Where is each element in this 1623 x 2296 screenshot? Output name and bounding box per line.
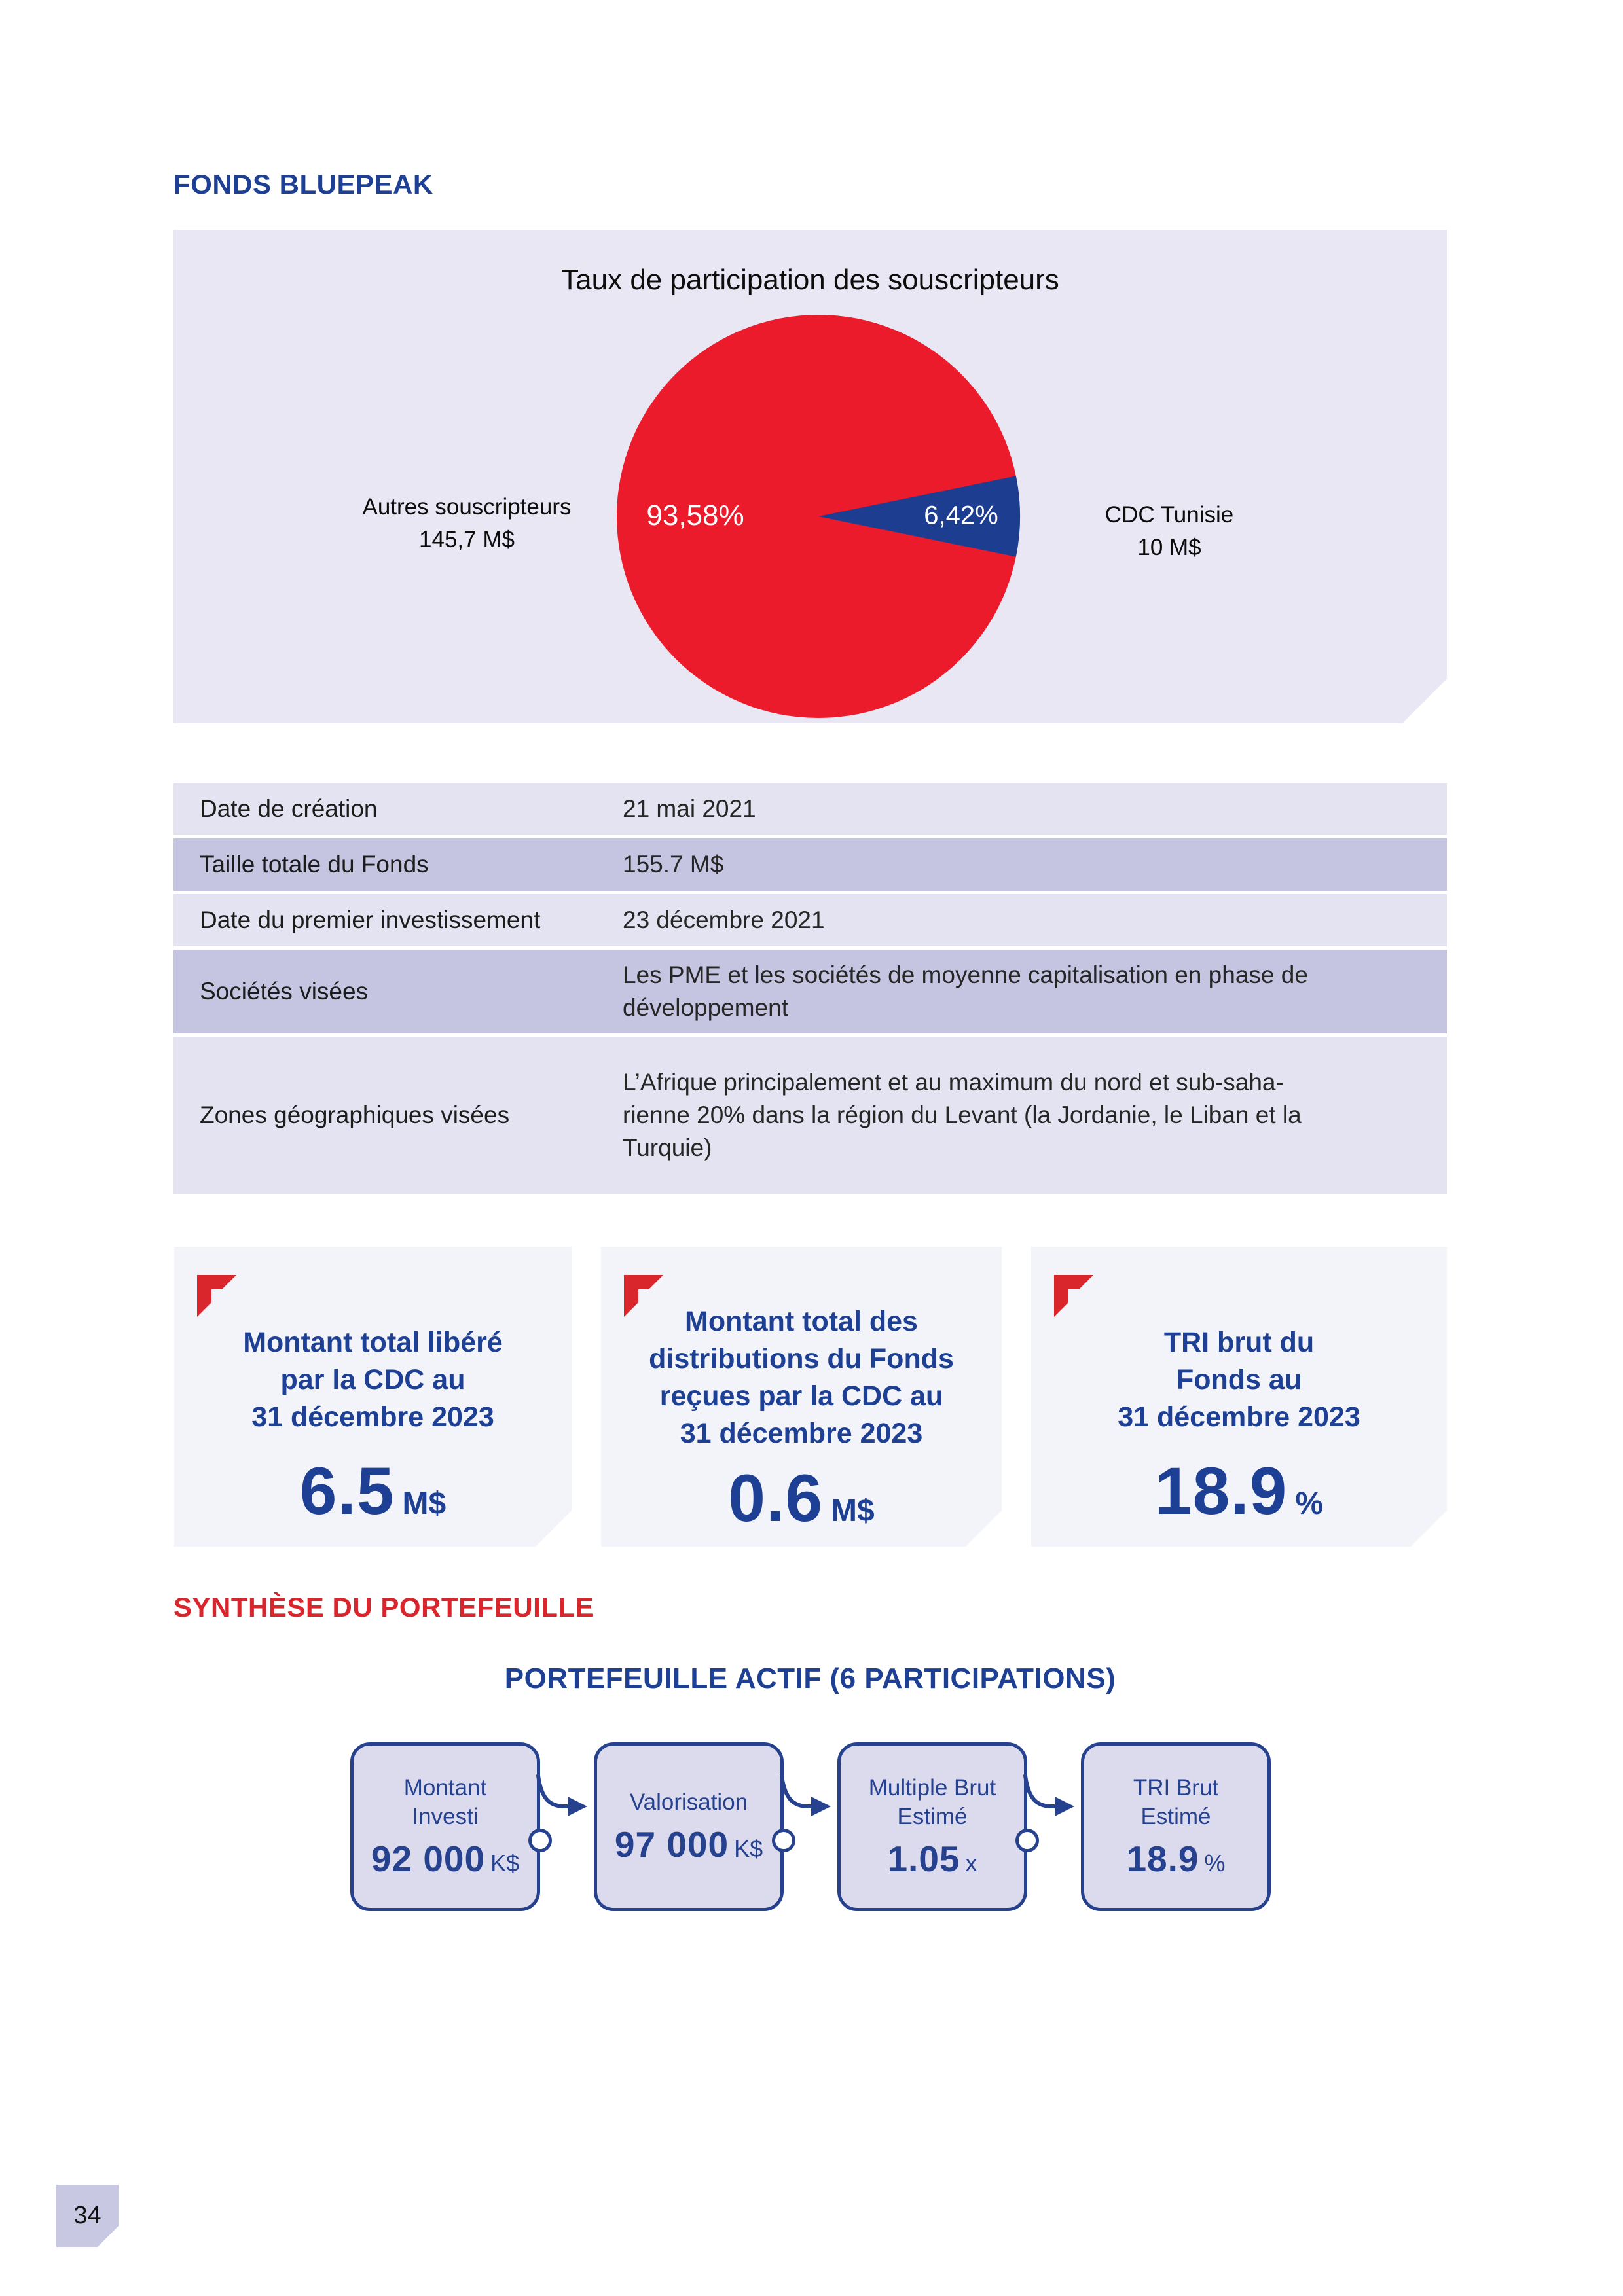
table-row-label: Date de création [200, 795, 378, 822]
flow-box-value: 18.9% [1126, 1839, 1226, 1879]
stat-card-title: Montant total des distributions du Fonds r… [649, 1306, 954, 1449]
flow-box-value: 92 000 K$ [371, 1839, 520, 1879]
pie-label-majority-pct: 93,58% [646, 499, 744, 531]
stat-card-value: 6.5 M$ [299, 1454, 447, 1528]
connector-arrow-icon [780, 1774, 831, 1816]
stat-card: TRI brut du Fonds au 31 décembre 2023 18.9% [1031, 1247, 1447, 1547]
table-row-label: Zones géographiques visées [200, 1102, 510, 1128]
table-row-value: 23 décembre 2021 [623, 906, 825, 933]
flow-box: TRI Brut Estimé 18.9% [1081, 1742, 1271, 1911]
flow-box: Valorisation 97 000 K$ [594, 1742, 784, 1911]
corner-flag-icon [197, 1275, 236, 1317]
stat-card: Montant total des distributions du Fonds r… [601, 1247, 1002, 1547]
table-row-value: 155.7 M$ [623, 851, 724, 878]
page-number-badge: 34 [56, 2185, 119, 2247]
stat-card: Montant total libéré par la CDC au 31 déce… [174, 1247, 572, 1547]
connector-arrow-icon [1023, 1774, 1074, 1816]
flow-box: Montant Investi 92 000 K$ [350, 1742, 540, 1911]
pie-label-minority-pct: 6,42% [924, 501, 998, 530]
stat-card-value: 18.9% [1154, 1454, 1324, 1528]
subscription-chart-panel: Taux de participation des souscripteurs … [173, 230, 1447, 723]
table-row-value: 21 mai 2021 [623, 795, 756, 822]
page-number: 34 [73, 2202, 101, 2229]
table-row-label: Sociétés visées [200, 978, 369, 1005]
connector-node-circle [772, 1829, 795, 1852]
pie-legend-cdc-tunisie: CDC Tunisie 10 M$ [1104, 502, 1234, 560]
stat-card-title: Montant total libéré par la CDC au 31 déce… [243, 1327, 503, 1433]
flow-box: Multiple Brut Estimé 1.05 x [837, 1742, 1027, 1911]
flow-box-label: TRI Brut Estimé [1133, 1775, 1219, 1829]
flow-box-value: 1.05 x [887, 1839, 977, 1879]
connector-arrow-icon [536, 1774, 587, 1816]
table-row-label: Date du premier investissement [200, 906, 541, 933]
table-row-value: Les PME et les sociétés de moyenne capit… [623, 961, 1308, 1021]
table-row-label: Taille totale du Fonds [200, 851, 429, 878]
connector-node-circle [528, 1829, 552, 1852]
pie-legend-autres-souscripteurs: Autres souscripteurs 145,7 M$ [362, 494, 572, 552]
table-row: Zones géographiques visées L’Afrique prin… [173, 1037, 1447, 1194]
table-row: Sociétés visées Les PME et les sociétés d… [173, 950, 1447, 1033]
table-row: Date de création 21 mai 2021 [173, 783, 1447, 835]
flow-box-label: Valorisation [629, 1789, 748, 1815]
flow-box-value: 97 000 K$ [614, 1824, 763, 1865]
table-row: Taille totale du Fonds 155.7 M$ [173, 838, 1447, 891]
connector-node-circle [1015, 1829, 1039, 1852]
pie-slice-cdc-tunisie [818, 476, 1020, 556]
page-title: FONDS BLUEPEAK [173, 169, 433, 200]
flow-box-label: Montant Investi [403, 1775, 487, 1829]
table-row: Date du premier investissement 23 décembr… [173, 894, 1447, 946]
table-row-value: L’Afrique principalement et au maximum d… [623, 1069, 1302, 1161]
corner-flag-icon [624, 1275, 663, 1317]
stat-card-title: TRI brut du Fonds au 31 décembre 2023 [1118, 1327, 1360, 1433]
section-title-synthese: SYNTHÈSE DU PORTEFEUILLE [173, 1592, 594, 1623]
stat-card-value: 0.6 M$ [728, 1461, 875, 1535]
chart-title: Taux de participation des souscripteurs [561, 264, 1059, 296]
pie-chart [615, 314, 1021, 719]
corner-flag-icon [1054, 1275, 1093, 1317]
fund-info-table: Date de création 21 mai 2021 Taille totale… [173, 783, 1447, 1197]
section-title-portefeuille-actif: PORTEFEUILLE ACTIF (6 PARTICIPATIONS) [504, 1662, 1116, 1695]
flow-box-label: Multiple Brut Estimé [868, 1775, 996, 1829]
